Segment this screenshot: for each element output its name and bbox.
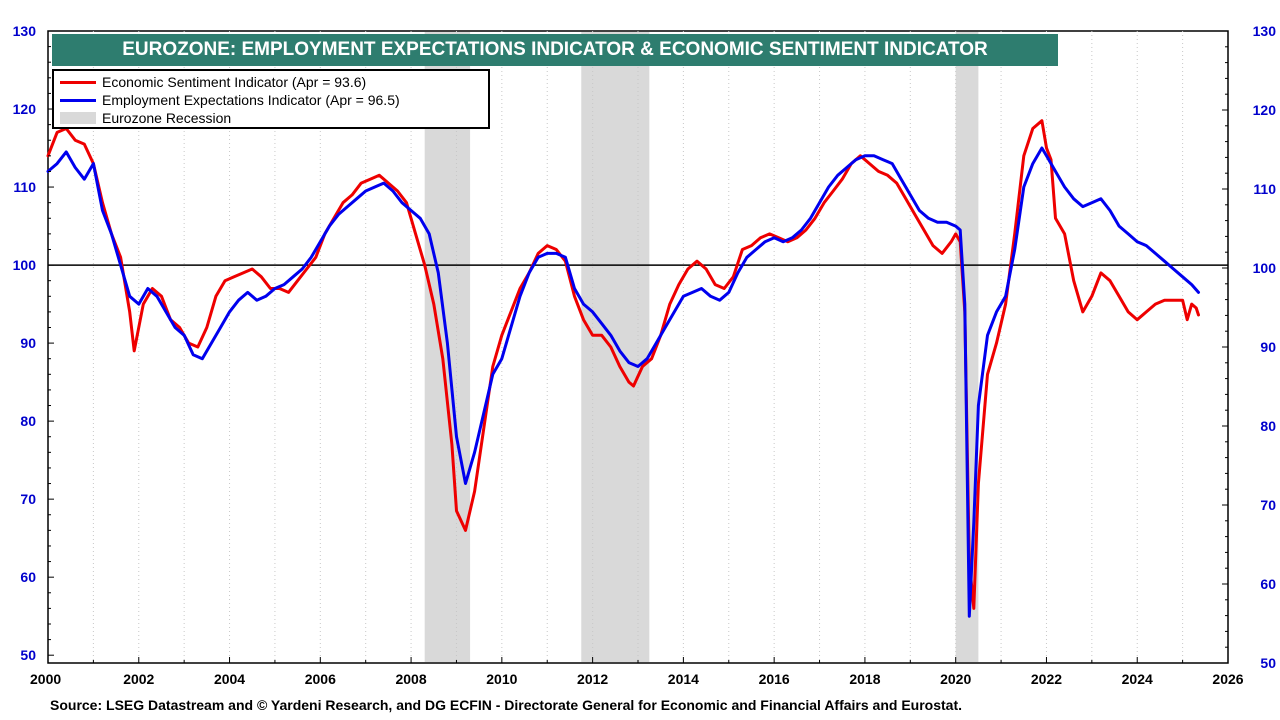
x-axis-label-2016: 2016 bbox=[759, 671, 790, 687]
series-lines bbox=[46, 119, 1200, 618]
x-axis-label-2020: 2020 bbox=[940, 671, 971, 687]
series-line-eei bbox=[46, 146, 1200, 618]
x-axis-label-2006: 2006 bbox=[305, 671, 336, 687]
right-axis-label-60: 60 bbox=[1260, 576, 1276, 592]
x-axis-label-2012: 2012 bbox=[577, 671, 608, 687]
left-axis-label-50: 50 bbox=[20, 647, 36, 663]
legend-label-eei: Employment Expectations Indicator (Apr =… bbox=[102, 92, 400, 108]
series-line-esi bbox=[46, 119, 1200, 610]
x-axis-label-2014: 2014 bbox=[668, 671, 699, 687]
recession-band-3 bbox=[955, 32, 979, 662]
x-axis-label-2022: 2022 bbox=[1031, 671, 1062, 687]
right-axis-label-110: 110 bbox=[1253, 181, 1276, 197]
left-axis-label-80: 80 bbox=[20, 413, 36, 429]
chart-title: EUROZONE: EMPLOYMENT EXPECTATIONS INDICA… bbox=[122, 39, 988, 60]
left-axis-labels: 50 60 70 80 90 100 110 120 130 bbox=[13, 23, 37, 663]
legend: Economic Sentiment Indicator (Apr = 93.6… bbox=[52, 69, 490, 129]
right-axis-label-100: 100 bbox=[1253, 260, 1277, 276]
axis-ticks bbox=[47, 30, 1229, 664]
x-axis-label-2026: 2026 bbox=[1212, 671, 1243, 687]
gridlines bbox=[92, 31, 1184, 663]
legend-label-esi: Economic Sentiment Indicator (Apr = 93.6… bbox=[102, 74, 367, 90]
legend-swatch-esi bbox=[60, 81, 96, 84]
legend-label-recession: Eurozone Recession bbox=[102, 110, 232, 126]
right-axis-label-120: 120 bbox=[1253, 102, 1277, 118]
left-axis-label-90: 90 bbox=[20, 335, 36, 351]
x-axis-labels: 2000 2002 2004 2006 2008 2010 2012 2014 2016 2018… bbox=[30, 671, 1244, 687]
x-axis-label-2004: 2004 bbox=[214, 671, 245, 687]
x-axis-label-2008: 2008 bbox=[395, 671, 426, 687]
x-axis-label-2002: 2002 bbox=[123, 671, 154, 687]
legend-swatch-recession bbox=[60, 112, 96, 124]
right-axis-label-90: 90 bbox=[1260, 339, 1276, 355]
right-axis-label-50: 50 bbox=[1260, 655, 1276, 671]
x-axis-label-2024: 2024 bbox=[1122, 671, 1153, 687]
right-axis-label-130: 130 bbox=[1253, 23, 1277, 39]
right-axis-label-80: 80 bbox=[1260, 418, 1276, 434]
left-axis-label-60: 60 bbox=[20, 569, 36, 585]
right-axis-label-70: 70 bbox=[1260, 497, 1276, 513]
chart-title-banner: EUROZONE: EMPLOYMENT EXPECTATIONS INDICA… bbox=[52, 34, 1058, 66]
source-note: Source: LSEG Datastream and © Yardeni Re… bbox=[50, 697, 963, 713]
right-axis-labels: 50 60 70 80 90 100 110 120 130 bbox=[1253, 23, 1277, 671]
left-axis-label-120: 120 bbox=[13, 101, 37, 117]
x-axis-label-2018: 2018 bbox=[849, 671, 880, 687]
x-axis-label-2000: 2000 bbox=[30, 671, 61, 687]
x-axis-label-2010: 2010 bbox=[486, 671, 517, 687]
left-axis-label-130: 130 bbox=[13, 23, 37, 39]
legend-swatch-eei bbox=[60, 99, 96, 102]
left-axis-label-70: 70 bbox=[20, 491, 36, 507]
left-axis-label-100: 100 bbox=[13, 257, 37, 273]
left-axis-label-110: 110 bbox=[13, 179, 36, 195]
recession-band-2 bbox=[581, 32, 650, 662]
